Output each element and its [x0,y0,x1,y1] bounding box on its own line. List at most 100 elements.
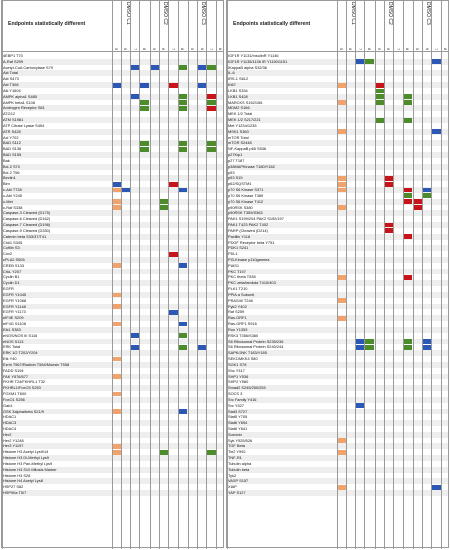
endpoint-label: IKappaB alpha S32/36 [228,64,267,70]
endpoint-label: Ezrin T567/Radixin T564/Moesin T558 [3,361,70,367]
grid-line [336,1,338,549]
table-row: PIAS1 [227,263,448,269]
endpoint-label: ATR S428 [3,128,21,134]
table-row: Histone H3 S28 [2,473,223,479]
matrix-cell-green [375,88,385,94]
matrix-cell-blue [422,187,432,193]
endpoint-label: SHP2 Y580 [228,379,249,385]
endpoint-label: Caspase-3 Cleaved (D175) [3,210,51,216]
endpoint-label: Ron Y1353 [228,326,248,332]
endpoint-label: Tyk2 [228,472,237,478]
matrix-cell-green [178,333,188,339]
table-row: Caspase-7 Cleaved (D198) [2,222,223,228]
table-row: p70 S6 Kinase T412 [227,198,448,205]
table-row: ATR S428 [2,128,223,135]
endpoint-label: Paxillin Y118 [228,233,251,239]
endpoint-label: IGF1R Y1135/1136 IR Y1150/1151 [228,58,288,64]
table-row: c-Raf S338 [2,205,223,211]
table-row: Raf S259 [227,309,448,315]
endpoint-label: PI3-Kinase p110gamma [228,256,270,262]
column-number: 5 [339,48,344,51]
table-row: p53 [227,170,448,176]
left-panel: Endpoints statistically different DMSO C… [1,0,224,549]
endpoint-label: S6 Ribosomal Protein S240/244 [228,344,284,350]
endpoint-label: Her3 Y1197 [3,443,24,449]
endpoint-label: eIF4G S1108 [3,321,26,327]
matrix-cell-green [178,106,188,111]
left-group-3: DMSO C3 [200,2,206,25]
endpoint-label: YAP S127 [228,490,246,496]
endpoint-label: Akt T308 [3,82,19,88]
grid-line [139,1,141,549]
matrix-cell-green [207,100,216,106]
grid-line [345,1,347,549]
table-row: PDL1 [227,251,448,257]
table-row: Caspase-9 Cleaved (D330) [2,228,223,234]
matrix-cell-orange [112,374,122,379]
table-row: Bim [2,181,223,187]
table-row: Gab1 [2,403,223,409]
table-row: eIF4E S209 [2,315,223,322]
matrix-cell-green [403,193,413,199]
matrix-cell-orange [337,175,347,181]
endpoint-label: BAD S112 [3,140,21,146]
table-row: S6 Ribosomal Protein S240/244 [227,344,448,350]
matrix-cell-red [413,205,423,210]
table-row: Caspase-3 Cleaved (D175) [2,210,223,217]
endpoint-label: mTOR S2448 [228,140,252,146]
table-row: EGFR Y1045 [2,291,223,298]
column-number: 6 [161,48,167,51]
table-row: p38MAPKinase T180/Y182 [227,163,448,170]
endpoint-label: MSK1 S360 [228,128,249,134]
table-row: S6 Ribosomal Protein S235/236 [227,338,448,345]
endpoint-label: CREB S133 [3,262,24,268]
left-header: Endpoints statistically different DMSO C… [2,1,223,52]
table-row: Catenin beta S33/37/T41 [2,233,223,240]
table-row: c-Met [2,198,223,205]
endpoint-label: Ki67 [228,82,236,88]
matrix-cell-orange [337,298,347,304]
table-row: LKB1 S334 [227,88,448,94]
table-row: PI3-Kinase p110gamma [227,256,448,263]
table-row: PAK1 S199/204 PAK2 S192/197 [227,216,448,222]
table-row: Ron Y1353 [227,326,448,333]
endpoint-label: cPLA2 S505 [3,256,25,262]
column-number: 7 [132,48,138,51]
table-row: Histone H3 S10 Mitosis Marker [2,466,223,473]
endpoint-label: Caspase-7 Cleaved (D198) [3,222,51,228]
endpoint-label: TNF-R1 [228,455,242,461]
table-row: PKC theta T538 [227,274,448,280]
endpoint-label: AMPK alpha1 S485 [3,93,37,99]
column-number: 8 [405,48,410,51]
column-number: 5 [152,48,158,51]
matrix-cell-orange [112,449,122,455]
grid-line [197,1,198,549]
table-row: eIF4G S1108 [2,321,223,327]
column-number: 7 [208,48,214,51]
grid-line [440,1,442,549]
table-row: EGFR [2,286,223,292]
endpoint-label: Tubulin alpha [228,460,252,466]
matrix-cell-blue [355,403,365,409]
table-row: HDAC1 [2,414,223,420]
table-row: Survivin [227,431,448,438]
grid-line [168,1,170,549]
table-row: Stat6 Y694 [227,420,448,426]
endpoint-label: Ras-GRF1 [228,315,247,321]
table-row: PDGF Receptor beta Y751 [227,240,448,246]
column-number: 6 [348,48,354,51]
table-row: ATG12 [2,111,223,117]
endpoint-label: Cox2 [3,251,13,257]
table-row: BAD S155 [2,152,223,158]
table-row: AMPK alpha1 S485 [2,93,223,100]
endpoint-label: mTOR Total [228,134,249,140]
table-row: SEK1/MKK4 S80 [227,356,448,362]
table-row: MDM2 S166 [227,105,448,112]
endpoint-label: XIAP [228,484,237,490]
table-row: MARCKS S152/156 [227,100,448,106]
endpoint-label: Histone H3 Di-Methyl Lys9 [3,455,49,461]
table-row: Smad2 S245/250/255 [227,385,448,392]
table-row: FADD S194 [2,368,223,374]
right-title: Endpoints statistically different [233,21,311,27]
table-row: Shc Y317 [227,368,448,374]
